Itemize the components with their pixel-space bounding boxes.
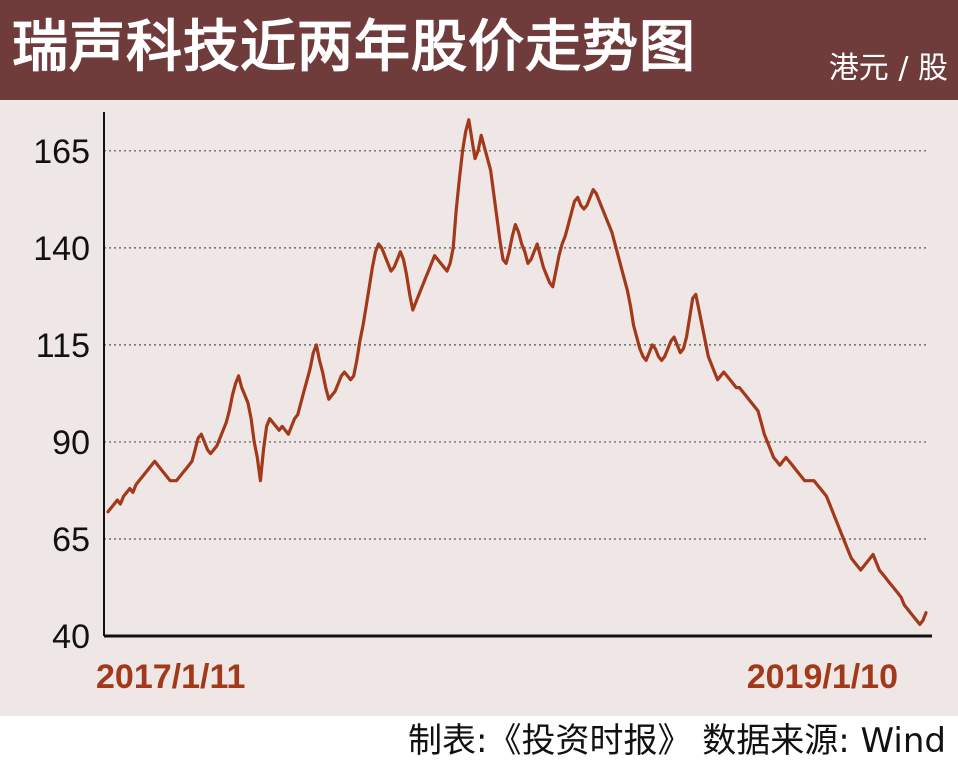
- y-tick-label: 115: [36, 327, 90, 365]
- y-tick-label: 165: [33, 133, 90, 171]
- x-end-date-label: 2019/1/10: [747, 658, 898, 696]
- y-tick-label: 40: [52, 618, 90, 656]
- source-note: 制表:《投资时报》 数据来源: Wind: [408, 721, 946, 761]
- y-tick-label: 65: [52, 521, 90, 559]
- chart-panel: [0, 100, 958, 716]
- stock-price-line: [106, 118, 928, 626]
- unit-label: 港元 / 股: [828, 51, 948, 86]
- line-chart: 40 65 90 115 140 165 2017/1/11 2019/1/10: [33, 112, 932, 696]
- x-start-date-label: 2017/1/11: [96, 658, 245, 696]
- chart-title: 瑞声科技近两年股价走势图: [12, 15, 696, 80]
- title-bar: 瑞声科技近两年股价走势图 港元 / 股: [0, 0, 958, 100]
- y-tick-label: 90: [52, 424, 90, 462]
- y-tick-label: 140: [33, 230, 90, 268]
- y-axis-tick-labels: 40 65 90 115 140 165: [33, 133, 90, 656]
- grid-lines: [104, 150, 928, 540]
